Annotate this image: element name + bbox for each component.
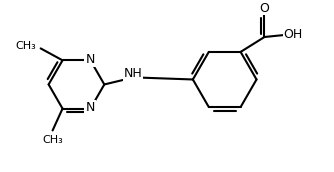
- Text: OH: OH: [284, 29, 303, 41]
- Text: O: O: [260, 2, 270, 15]
- Text: CH₃: CH₃: [42, 135, 63, 146]
- Text: NH: NH: [124, 67, 143, 80]
- Text: N: N: [86, 101, 95, 114]
- Text: CH₃: CH₃: [15, 41, 36, 51]
- Text: N: N: [86, 53, 95, 66]
